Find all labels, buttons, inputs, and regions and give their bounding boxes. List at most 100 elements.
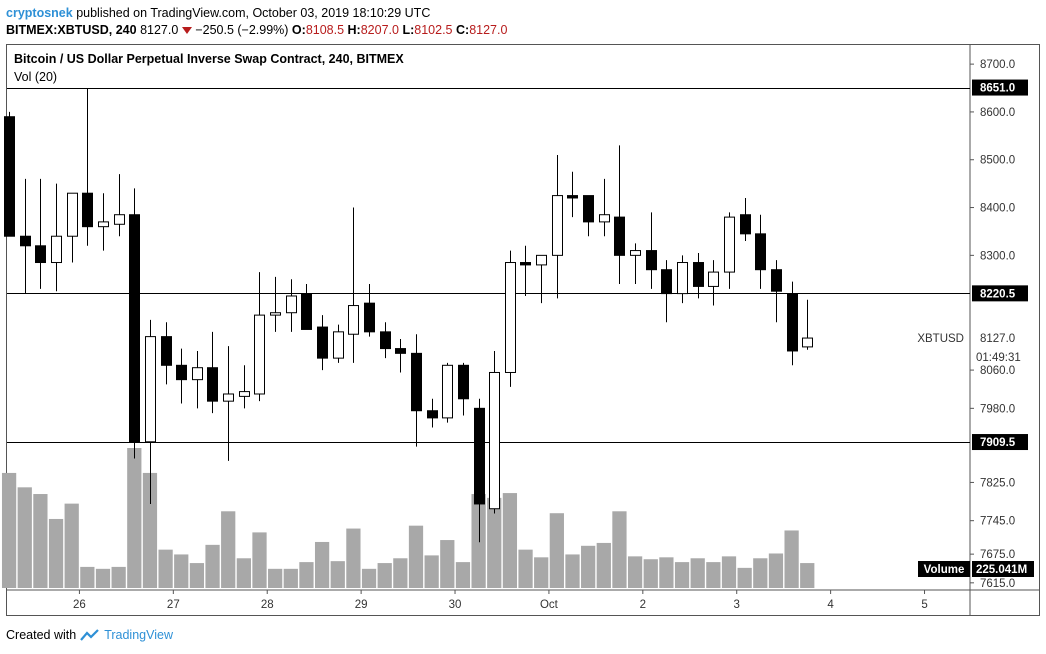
volume-bar xyxy=(518,549,533,588)
volume-study-label: Vol (20) xyxy=(14,70,58,84)
author-name[interactable]: cryptosnek xyxy=(6,6,73,20)
candle-up xyxy=(270,312,281,316)
time-tick-label: 30 xyxy=(449,599,462,611)
candle-up xyxy=(254,314,265,395)
chart-title: Bitcoin / US Dollar Perpetual Inverse Sw… xyxy=(14,52,404,66)
volume-bar xyxy=(706,562,721,588)
time-tick-label: 4 xyxy=(827,599,834,611)
open-label: O: xyxy=(291,23,306,37)
candle-down xyxy=(740,214,751,235)
volume-bar xyxy=(627,556,643,588)
volume-name-label: Volume xyxy=(924,564,965,576)
symbol-bar: BITMEX:XBTUSD, 240 8127.0 −250.5 (−2.99%)… xyxy=(6,22,507,38)
volume-bar xyxy=(1,472,17,588)
volume-bar xyxy=(721,556,737,588)
open-value: 8108.5 xyxy=(305,23,345,37)
time-tick-label: Oct xyxy=(540,599,559,611)
price-tick-label: 8060.0 xyxy=(980,365,1015,377)
price-tick-label: 8500.0 xyxy=(980,155,1015,167)
low-label: L: xyxy=(402,23,415,37)
price-tick-label: 7825.0 xyxy=(980,477,1015,489)
volume-bar xyxy=(643,559,658,588)
candle-up xyxy=(442,364,453,419)
volume-bar xyxy=(612,511,627,588)
bar-countdown: 01:49:31 xyxy=(976,352,1021,364)
last-price-symbol: XBTUSD xyxy=(917,333,964,345)
footer: Created with TradingView xyxy=(6,628,173,642)
candle-up xyxy=(552,195,563,256)
volume-bar xyxy=(33,494,48,588)
time-tick-label: 3 xyxy=(734,599,740,611)
last-price-label: 8127.0 xyxy=(980,333,1015,345)
volume-bar xyxy=(471,494,486,588)
candle-up xyxy=(114,214,125,225)
volume-bar xyxy=(784,530,799,588)
candle-up xyxy=(239,391,250,397)
time-tick-label: 5 xyxy=(921,599,927,611)
candle-down xyxy=(82,192,93,228)
price-tick-label: 8600.0 xyxy=(980,107,1015,119)
level-price-label-bg xyxy=(972,79,1028,96)
high-value: 8207.0 xyxy=(360,23,399,37)
candle-down xyxy=(129,214,140,443)
price-tick-label: 7615.0 xyxy=(980,578,1015,590)
tradingview-brand[interactable]: TradingView xyxy=(104,628,173,642)
candle-up xyxy=(51,235,62,264)
candle-up xyxy=(192,367,203,381)
candle-down xyxy=(176,364,187,381)
volume-bar xyxy=(221,511,236,588)
volume-bar xyxy=(690,558,705,588)
volume-bar xyxy=(330,561,345,588)
level-price-label-bg xyxy=(972,434,1028,451)
candle-down xyxy=(207,367,218,402)
candle-up xyxy=(489,371,500,510)
level-price-label-bg xyxy=(972,285,1028,302)
candle-down xyxy=(20,235,31,247)
high-label: H: xyxy=(347,23,361,37)
price-tick-label: 7675.0 xyxy=(980,549,1015,561)
volume-bar xyxy=(737,567,752,588)
candle-down xyxy=(411,352,422,412)
level-price-label: 8651.0 xyxy=(980,83,1015,95)
price-tick-label: 7980.0 xyxy=(980,403,1015,415)
candle-up xyxy=(802,337,813,348)
candle-down xyxy=(583,195,594,223)
volume-bar xyxy=(314,541,330,588)
candle-down xyxy=(661,269,672,295)
symbol-name: BITMEX:XBTUSD, 240 xyxy=(6,23,137,37)
candle-up xyxy=(599,214,610,223)
candle-up xyxy=(286,295,297,314)
created-with-label: Created with xyxy=(6,628,77,642)
candle-up xyxy=(724,216,735,273)
candle-down xyxy=(35,245,46,264)
volume-bar xyxy=(111,566,126,588)
candle-down xyxy=(301,293,312,330)
volume-bar xyxy=(674,562,690,588)
level-price-label: 7909.5 xyxy=(980,437,1016,449)
candle-up xyxy=(223,393,234,402)
volume-bar xyxy=(189,563,205,588)
candle-down xyxy=(317,326,328,359)
volume-bar xyxy=(48,518,64,588)
down-arrow-icon xyxy=(182,27,193,35)
candle-up xyxy=(67,192,78,237)
volume-bar xyxy=(346,528,361,588)
time-tick-label: 28 xyxy=(261,599,274,611)
candle-up xyxy=(348,305,359,335)
candle-down xyxy=(4,116,15,237)
chart-frame[interactable] xyxy=(6,44,1040,616)
volume-bar xyxy=(127,448,142,588)
published-text: published on TradingView.com, October 03… xyxy=(76,6,431,20)
published-info: cryptosnek published on TradingView.com,… xyxy=(6,5,430,21)
candle-up xyxy=(333,331,344,359)
candle-down xyxy=(364,302,375,333)
candle-down xyxy=(755,233,766,271)
candle-up xyxy=(145,336,156,443)
candle-up xyxy=(708,271,719,287)
candle-down xyxy=(427,410,438,419)
volume-bar xyxy=(80,566,95,588)
low-value: 8102.5 xyxy=(414,23,453,37)
tradingview-logo-icon[interactable] xyxy=(80,629,100,641)
time-tick-label: 26 xyxy=(73,599,86,611)
